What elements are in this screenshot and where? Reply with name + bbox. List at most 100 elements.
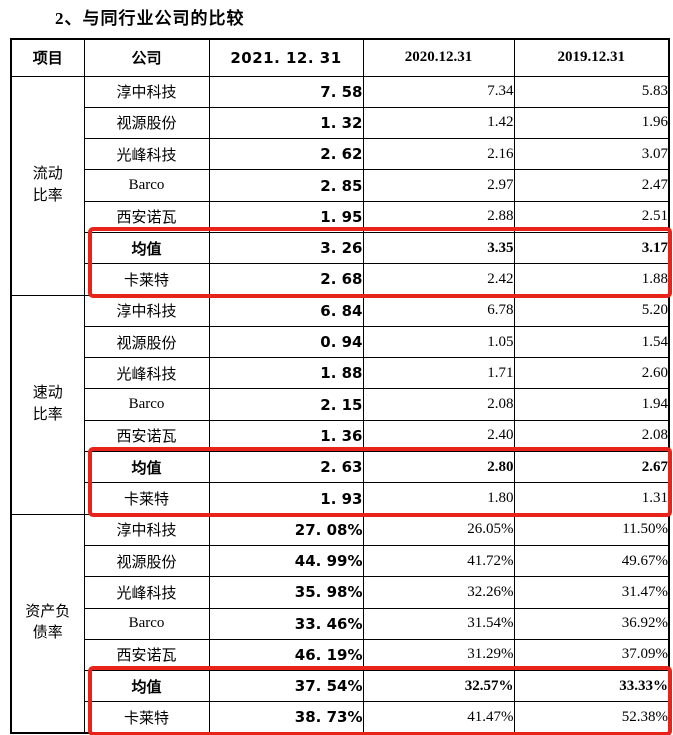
col-header-2020-12-31: 2020.12.31 bbox=[362, 38, 515, 77]
table-row: 西安诺瓦 1. 95 2.88 2.51 bbox=[11, 200, 670, 233]
value-cell: 2.80 bbox=[362, 451, 515, 484]
company-name: 视源股份 bbox=[83, 325, 210, 359]
company-name: Barco bbox=[83, 169, 210, 202]
value-cell: 2.47 bbox=[513, 169, 670, 202]
value-cell: 1.31 bbox=[513, 482, 670, 515]
value-cell: 5.20 bbox=[513, 294, 670, 327]
company-name: 卡莱特 bbox=[83, 263, 210, 296]
value-cell: 33.33% bbox=[513, 670, 670, 703]
table-row: 光峰科技 2. 62 2.16 3.07 bbox=[11, 138, 670, 171]
table-row: 视源股份 0. 94 1.05 1.54 bbox=[11, 325, 670, 359]
value-cell: 3.35 bbox=[362, 231, 515, 265]
table-row: Barco 2. 15 2.08 1.94 bbox=[11, 388, 670, 421]
value-cell: 2. 68 bbox=[208, 263, 364, 296]
value-cell: 33. 46% bbox=[208, 607, 364, 640]
value-cell: 31.54% bbox=[362, 607, 515, 640]
value-cell: 2.60 bbox=[513, 357, 670, 390]
table-row: 西安诺瓦 1. 36 2.40 2.08 bbox=[11, 419, 670, 453]
value-cell: 2.08 bbox=[513, 419, 670, 453]
value-cell: 27. 08% bbox=[208, 513, 364, 546]
value-cell: 1. 88 bbox=[208, 357, 364, 390]
company-name: 光峰科技 bbox=[83, 138, 210, 171]
value-cell: 3.07 bbox=[513, 138, 670, 171]
value-cell: 3. 26 bbox=[208, 231, 364, 265]
table-row: 均值 37. 54% 32.57% 33.33% bbox=[11, 670, 670, 703]
table-row: 速动 比率 淳中科技 6. 84 6.78 5.20 bbox=[10, 294, 670, 515]
company-name: Barco bbox=[83, 607, 210, 640]
value-cell: 52.38% bbox=[513, 701, 670, 734]
value-cell: 35. 98% bbox=[208, 576, 364, 609]
company-name: 视源股份 bbox=[83, 544, 210, 578]
table-row: 卡莱特 2. 68 2.42 1.88 bbox=[11, 263, 670, 296]
table-row: 均值 2. 63 2.80 2.67 bbox=[11, 451, 670, 484]
company-name: Barco bbox=[83, 388, 210, 421]
value-cell: 26.05% bbox=[362, 513, 515, 546]
value-cell: 3.17 bbox=[513, 231, 670, 265]
value-cell: 38. 73% bbox=[208, 701, 364, 734]
col-header-item: 项目 bbox=[10, 38, 85, 77]
value-cell: 2. 63 bbox=[208, 451, 364, 484]
comparison-table: 项目 公司 2021. 12. 31 2020.12.31 2019.12.31… bbox=[10, 38, 670, 735]
col-header-2019-12-31: 2019.12.31 bbox=[513, 38, 670, 77]
table-row: 均值 3. 26 3.35 3.17 bbox=[11, 231, 670, 265]
value-cell: 2.67 bbox=[513, 451, 670, 484]
value-cell: 2.42 bbox=[362, 263, 515, 296]
value-cell: 1.94 bbox=[513, 388, 670, 421]
company-name: 光峰科技 bbox=[83, 576, 210, 609]
value-cell: 0. 94 bbox=[208, 325, 364, 359]
value-cell: 2.08 bbox=[362, 388, 515, 421]
value-cell: 7.34 bbox=[362, 75, 515, 108]
company-name: 均值 bbox=[83, 451, 210, 484]
table-row: 资产负 债率 淳中科技 27. 08% 26.05% 11.50% bbox=[10, 513, 670, 734]
value-cell: 49.67% bbox=[513, 544, 670, 578]
value-cell: 37. 54% bbox=[208, 670, 364, 703]
value-cell: 1.54 bbox=[513, 325, 670, 359]
table-row: Barco 2. 85 2.97 2.47 bbox=[11, 169, 670, 202]
col-header-company: 公司 bbox=[83, 38, 210, 77]
company-name: 视源股份 bbox=[83, 106, 210, 140]
value-cell: 1.88 bbox=[513, 263, 670, 296]
value-cell: 32.57% bbox=[362, 670, 515, 703]
value-cell: 2.40 bbox=[362, 419, 515, 453]
company-name: 西安诺瓦 bbox=[83, 200, 210, 233]
company-name: 均值 bbox=[83, 670, 210, 703]
value-cell: 1.71 bbox=[362, 357, 515, 390]
table-row: 光峰科技 1. 88 1.71 2.60 bbox=[11, 357, 670, 390]
company-name: 卡莱特 bbox=[83, 701, 210, 734]
company-name: 均值 bbox=[83, 231, 210, 265]
table-row: 视源股份 44. 99% 41.72% 49.67% bbox=[11, 544, 670, 578]
header-row: 项目 公司 2021. 12. 31 2020.12.31 2019.12.31 bbox=[10, 38, 670, 77]
value-cell: 1.05 bbox=[362, 325, 515, 359]
company-name: 淳中科技 bbox=[83, 513, 210, 546]
value-cell: 1.42 bbox=[362, 106, 515, 140]
company-name: 西安诺瓦 bbox=[83, 638, 210, 672]
value-cell: 2.16 bbox=[362, 138, 515, 171]
value-cell: 1. 95 bbox=[208, 200, 364, 233]
table-row: Barco 33. 46% 31.54% 36.92% bbox=[11, 607, 670, 640]
value-cell: 6.78 bbox=[362, 294, 515, 327]
value-cell: 2. 62 bbox=[208, 138, 364, 171]
metric-label-2: 速动 比率 bbox=[10, 294, 85, 515]
table-row: 流动 比率 淳中科技 7. 58 7.34 5.83 bbox=[10, 75, 670, 296]
value-cell: 7. 58 bbox=[208, 75, 364, 108]
company-name: 淳中科技 bbox=[83, 75, 210, 108]
comparison-table-container: 项目 公司 2021. 12. 31 2020.12.31 2019.12.31… bbox=[10, 38, 672, 735]
value-cell: 2.88 bbox=[362, 200, 515, 233]
value-cell: 1.80 bbox=[362, 482, 515, 515]
company-name: 西安诺瓦 bbox=[83, 419, 210, 453]
value-cell: 1. 36 bbox=[208, 419, 364, 453]
company-name: 淳中科技 bbox=[83, 294, 210, 327]
table-row: 卡莱特 38. 73% 41.47% 52.38% bbox=[11, 701, 670, 734]
section-title: 2、与同行业公司的比较 bbox=[55, 9, 245, 28]
table-row: 西安诺瓦 46. 19% 31.29% 37.09% bbox=[11, 638, 670, 672]
table-body: 流动 比率 淳中科技 7. 58 7.34 5.83 视源股份 1. 32 1.42 1.96 光峰… bbox=[10, 75, 670, 734]
value-cell: 31.29% bbox=[362, 638, 515, 672]
value-cell: 2. 85 bbox=[208, 169, 364, 202]
value-cell: 32.26% bbox=[362, 576, 515, 609]
company-name: 光峰科技 bbox=[83, 357, 210, 390]
value-cell: 46. 19% bbox=[208, 638, 364, 672]
value-cell: 1.96 bbox=[513, 106, 670, 140]
col-header-2021-12-31: 2021. 12. 31 bbox=[208, 38, 364, 77]
table-row: 卡莱特 1. 93 1.80 1.31 bbox=[11, 482, 670, 515]
